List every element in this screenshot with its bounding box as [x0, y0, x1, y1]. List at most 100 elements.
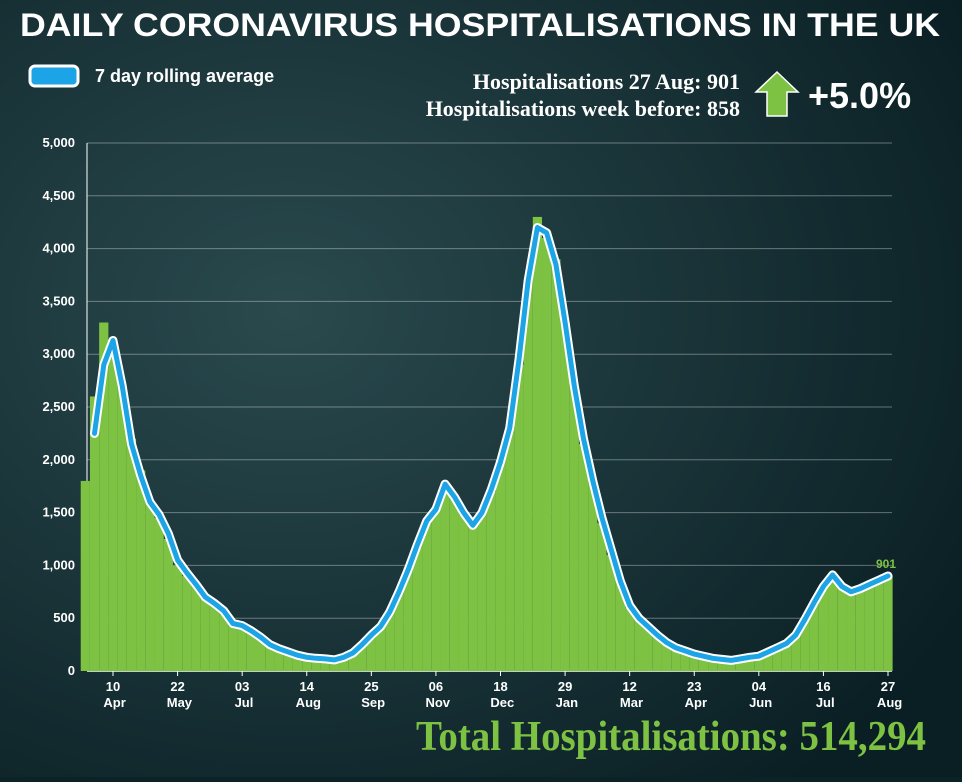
bar: [191, 584, 201, 671]
bar: [791, 634, 801, 671]
bar: [661, 643, 672, 671]
bar: [136, 470, 146, 671]
bar: [468, 525, 478, 671]
y-tick-label: 4,500: [42, 188, 75, 203]
bar: [588, 480, 598, 671]
bar: [394, 590, 404, 671]
bar: [246, 631, 257, 671]
bar: [486, 491, 496, 671]
bar: [89, 396, 100, 671]
bar: [606, 554, 616, 671]
bar: [818, 586, 829, 671]
bar: [883, 575, 893, 671]
bar: [412, 544, 423, 671]
y-tick-label: 5,000: [42, 135, 75, 150]
bar: [311, 658, 321, 671]
bar: [449, 496, 459, 671]
bar: [551, 259, 561, 671]
bar: [809, 603, 819, 671]
bar: [726, 660, 736, 671]
bar: [864, 584, 875, 671]
bar: [117, 385, 127, 671]
bar: [514, 364, 524, 671]
bar: [302, 657, 312, 671]
bar: [256, 638, 266, 671]
bar: [80, 480, 90, 671]
bar: [200, 597, 210, 671]
bar: [560, 322, 570, 671]
bar: [339, 657, 349, 671]
bar: [542, 238, 552, 672]
bar: [348, 651, 358, 671]
x-tick-label: 12 Mar: [616, 679, 643, 710]
bar: [320, 659, 330, 671]
x-tick-label: 22 May: [163, 679, 193, 710]
bar: [643, 626, 653, 671]
bar: [652, 635, 662, 671]
bar: [837, 586, 847, 671]
y-tick-label: 4,000: [42, 241, 75, 256]
bar: [874, 580, 884, 671]
data-label: 901: [876, 557, 896, 571]
bar: [126, 438, 137, 671]
latest-note: Hospitalisations 27 Aug: 901: [473, 69, 740, 94]
bar: [292, 655, 303, 671]
bar: [744, 657, 755, 671]
bar: [108, 343, 118, 671]
bar: [855, 588, 865, 671]
x-tick-label: 16 Jul: [812, 679, 834, 710]
x-tick-label: 04 Jun: [745, 679, 772, 710]
bar: [680, 650, 690, 671]
bar: [754, 656, 764, 671]
bar: [99, 322, 109, 671]
bar: [615, 581, 626, 671]
x-tick-label: 18 Dec: [487, 679, 514, 710]
y-tick-label: 2,500: [42, 399, 75, 414]
bar: [458, 514, 469, 671]
bar: [781, 643, 792, 671]
bar: [532, 216, 543, 672]
bar: [283, 651, 293, 671]
bar: [182, 575, 192, 671]
bar: [597, 523, 607, 671]
bar: [828, 575, 838, 671]
bar: [698, 656, 709, 671]
x-tick-label: 27 Aug: [874, 679, 902, 710]
bar: [625, 607, 635, 671]
bar: [440, 486, 450, 671]
x-tick-label: 06 Nov: [422, 679, 451, 710]
bar: [772, 647, 782, 671]
bar: [671, 647, 681, 671]
bar: [154, 517, 164, 671]
bar: [274, 648, 284, 671]
x-tick-label: 10 Apr: [100, 679, 126, 710]
bar: [403, 567, 413, 671]
bar: [717, 659, 727, 671]
week-before-note: Hospitalisations week before: 858: [426, 96, 740, 121]
bar: [523, 280, 533, 671]
bar: [209, 603, 220, 671]
bar: [763, 651, 773, 671]
bar: [735, 659, 745, 671]
x-tick-label: 03 Jul: [231, 679, 253, 710]
y-tick-label: 1,000: [42, 557, 75, 572]
bar: [569, 385, 579, 671]
bar: [385, 611, 395, 671]
bar: [366, 636, 376, 671]
x-tick-label: 29 Jan: [552, 679, 578, 710]
y-tick-label: 3,500: [42, 293, 75, 308]
bar: [477, 512, 487, 671]
y-tick-label: 3,000: [42, 346, 75, 361]
x-tick-label: 25 Sep: [358, 679, 386, 710]
bar: [163, 539, 173, 671]
y-tick-label: 2,000: [42, 452, 75, 467]
total-note: Total Hospitalisations: 514,294: [416, 714, 926, 760]
bar: [329, 660, 340, 671]
x-tick-label: 14 Aug: [293, 679, 321, 710]
bar: [357, 643, 367, 671]
bar: [634, 618, 644, 671]
bar: [219, 611, 229, 671]
bar: [689, 654, 699, 671]
bar: [846, 592, 856, 671]
